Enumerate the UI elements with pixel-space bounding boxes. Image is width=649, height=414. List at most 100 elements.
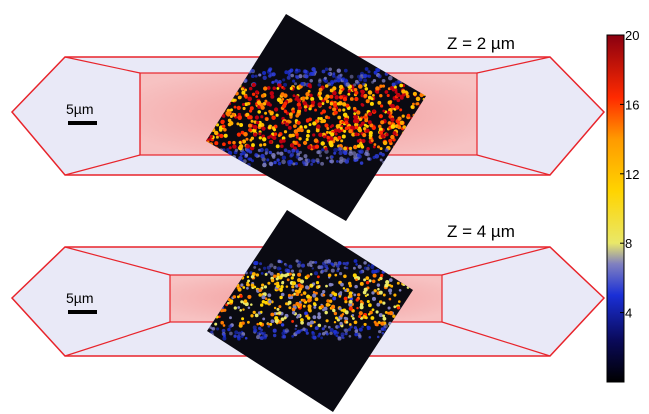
speckle-dot xyxy=(258,123,262,127)
speckle-dot xyxy=(320,141,325,146)
speckle-dot xyxy=(344,261,349,266)
speckle-dot xyxy=(240,87,244,91)
speckle-dot xyxy=(353,88,358,92)
speckle-dot xyxy=(340,332,345,337)
speckle-dot xyxy=(293,141,298,145)
speckle-dot xyxy=(242,308,245,311)
speckle-dot xyxy=(306,294,311,299)
speckle-dot xyxy=(245,137,249,141)
speckle-dot xyxy=(388,75,393,81)
speckle-dot xyxy=(296,98,301,103)
speckle-dot xyxy=(387,87,391,91)
speckle-dot xyxy=(279,270,283,274)
speckle-dot xyxy=(276,272,280,277)
speckle-dot xyxy=(229,316,232,320)
speckle-dot xyxy=(310,162,314,166)
speckle-dot xyxy=(232,144,237,149)
z-label-top: Z = 2 µm xyxy=(447,34,515,53)
speckle-dot xyxy=(246,148,250,153)
speckle-dot xyxy=(227,327,231,332)
speckle-dot xyxy=(348,146,353,151)
speckle-dot xyxy=(306,274,310,278)
speckle-dot xyxy=(258,321,263,326)
speckle-dot xyxy=(344,328,349,333)
speckle-dot xyxy=(251,92,256,97)
speckle-dot xyxy=(211,327,214,330)
speckle-dot xyxy=(288,133,293,138)
speckle-dot xyxy=(307,298,311,303)
speckle-dot xyxy=(307,83,312,88)
speckle-dot xyxy=(396,306,401,310)
speckle-dot xyxy=(291,334,295,338)
speckle-dot xyxy=(241,90,246,95)
speckle-dot xyxy=(415,96,421,102)
speckle-dot xyxy=(364,118,369,123)
speckle-dot xyxy=(295,259,299,263)
speckle-dot xyxy=(262,266,267,270)
speckle-dot xyxy=(323,306,328,311)
speckle-dot xyxy=(341,336,345,340)
speckle-dot xyxy=(272,328,277,333)
speckle-dot xyxy=(297,272,302,277)
speckle-dot xyxy=(269,272,274,276)
speckle-dot xyxy=(289,115,293,119)
speckle-dot xyxy=(375,86,380,91)
speckle-dot xyxy=(359,305,364,310)
speckle-dot xyxy=(259,336,262,339)
speckle-dot xyxy=(399,108,403,112)
speckle-dot xyxy=(382,140,388,146)
speckle-dot xyxy=(363,261,367,265)
speckle-dot xyxy=(381,331,385,335)
speckle-dot xyxy=(314,260,318,264)
speckle-dot xyxy=(317,116,321,120)
speckle-dot xyxy=(229,331,233,336)
speckle-dot xyxy=(368,303,372,308)
speckle-dot xyxy=(250,275,255,279)
speckle-dot xyxy=(309,320,314,325)
speckle-dot xyxy=(341,312,345,316)
speckle-dot xyxy=(379,84,383,88)
speckle-dot xyxy=(333,136,338,141)
speckle-dot xyxy=(311,331,315,334)
speckle-dot xyxy=(209,326,212,329)
speckle-dot xyxy=(283,109,288,114)
speckle-dot xyxy=(365,128,370,133)
speckle-dot xyxy=(312,159,316,163)
speckle-dot xyxy=(292,281,296,286)
speckle-dot xyxy=(277,134,281,137)
speckle-dot xyxy=(314,271,318,276)
speckle-dot xyxy=(260,332,264,335)
speckle-dot xyxy=(390,103,395,109)
speckle-dot xyxy=(333,330,338,334)
speckle-dot xyxy=(360,102,364,106)
speckle-dot xyxy=(288,112,293,117)
speckle-dot xyxy=(269,134,273,138)
speckle-dot xyxy=(367,264,370,267)
speckle-dot xyxy=(297,106,302,111)
speckle-dot xyxy=(339,73,343,77)
speckle-dot xyxy=(281,136,286,141)
speckle-dot xyxy=(277,80,282,84)
speckle-dot xyxy=(360,145,365,149)
speckle-dot xyxy=(296,127,301,133)
speckle-dot xyxy=(275,144,280,149)
speckle-dot xyxy=(247,115,251,120)
speckle-dot xyxy=(380,120,385,125)
speckle-dot xyxy=(369,123,374,128)
speckle-dot xyxy=(322,289,326,294)
speckle-dot xyxy=(247,157,251,161)
speckle-dot xyxy=(309,71,313,75)
speckle-dot xyxy=(277,83,282,88)
speckle-dot xyxy=(371,269,376,274)
speckle-dot xyxy=(355,110,361,115)
speckle-dot xyxy=(371,279,376,284)
speckle-dot xyxy=(258,136,262,140)
scale-bar-label: 5µm xyxy=(66,101,94,117)
speckle-dot xyxy=(288,98,293,103)
speckle-dot xyxy=(325,319,329,323)
speckle-dot xyxy=(238,95,242,99)
speckle-dot xyxy=(329,159,335,164)
speckle-dot xyxy=(286,278,290,282)
speckle-dot xyxy=(262,162,267,168)
speckle-dot xyxy=(241,150,246,156)
